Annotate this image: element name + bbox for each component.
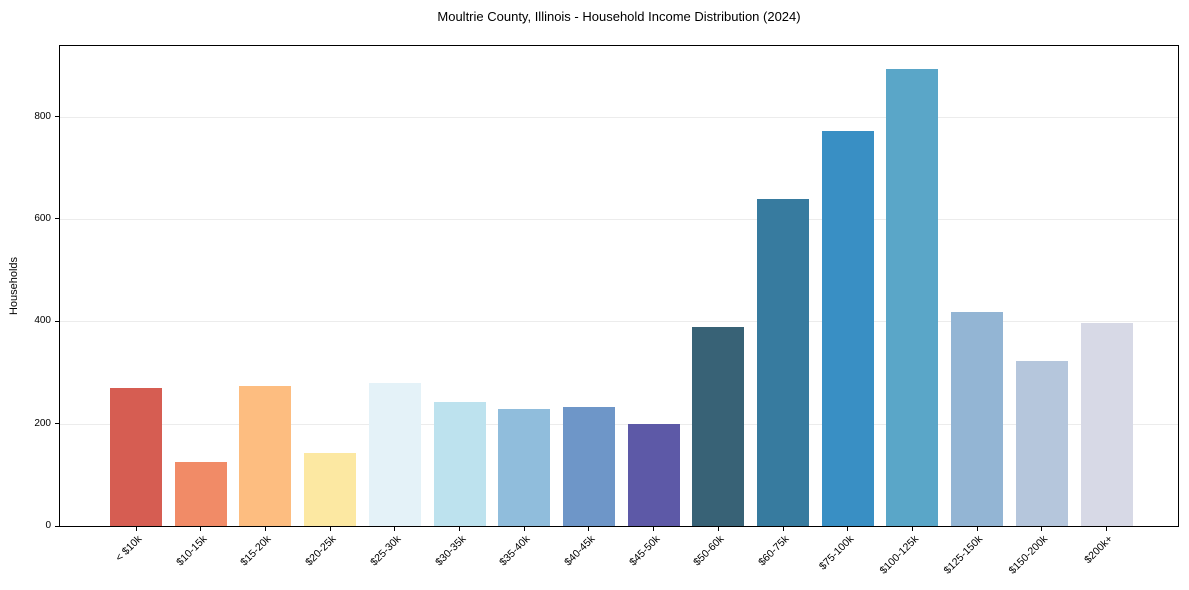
x-tick-45-50k [653,526,655,531]
y-axis-label: Households [8,256,20,316]
x-tick-label-text: $35-40k [497,533,533,569]
x-tick-25-30k [394,526,396,531]
x-tick-label-text: $50-60k [691,533,727,569]
y-tick-label-400: 400 [34,315,51,327]
x-tick-30-35k [459,526,460,531]
x-tick-label-text: < $10k [113,533,145,564]
x-tick-100-125k [911,526,913,531]
x-tick-150-200k [1041,526,1043,531]
bar-40-45k [562,407,615,526]
x-tick-label-text: $40-45k [562,533,598,569]
gridline-200 [60,423,1178,425]
bar-150-200k [1015,361,1068,526]
bar-45-50k [627,423,680,526]
y-tick-600 [55,218,60,220]
gridline-800 [60,116,1178,118]
y-tick-label-800: 800 [34,110,51,122]
x-tick-label-text: $15-20k [238,533,274,569]
y-tick-label-600: 600 [34,212,51,224]
x-tick-20-25k [329,526,331,531]
bar-20-25k [304,453,357,526]
x-tick-label-text: $25-30k [367,533,404,569]
x-tick-10k [135,526,137,531]
x-tick-label-text: $30-35k [432,533,468,569]
bar-15-20k [239,386,292,526]
x-tick-40-45k [588,526,590,531]
bar-60-75k [757,198,809,526]
x-tick-75-100k [847,526,849,531]
x-tick-label-text: $100-125k [877,533,921,577]
x-tick-35-40k [523,526,525,531]
bar-10k [110,387,162,526]
x-tick-label-text: $150-200k [1006,533,1051,577]
gridline-400 [60,321,1178,323]
x-tick-label-text: $10-15k [173,533,210,569]
x-tick-200k [1106,526,1107,531]
x-tick-label-text: $75-100k [816,533,857,573]
y-tick-800 [55,116,60,118]
bar-200k [1080,323,1133,526]
x-tick-15-20k [264,526,266,531]
x-tick-label-text: $45-50k [626,533,663,569]
x-tick-50-60k [717,526,719,531]
bar-50-60k [692,327,745,526]
x-tick-label-text: $200k+ [1081,533,1115,567]
bar-75-100k [821,130,874,526]
x-tick-label-text: $20-25k [303,533,339,569]
x-tick-60-75k [782,526,784,531]
bar-125-150k [951,311,1004,526]
bar-25-30k [368,383,421,526]
x-tick-125-150k [976,526,978,531]
y-tick-label-200: 200 [34,417,51,429]
y-tick-200 [55,423,60,425]
bar-30-35k [433,402,486,526]
y-tick-0 [55,525,60,527]
bar-35-40k [498,409,551,526]
y-tick-400 [55,320,60,322]
bar-100-125k [886,69,939,526]
gridline-600 [60,218,1178,220]
bar-10-15k [174,462,227,526]
x-tick-label-text: $125-150k [942,533,986,577]
x-tick-label-text: $60-75k [756,533,792,569]
y-tick-label-0: 0 [45,520,51,531]
chart-title: Moultrie County, Illinois - Household In… [437,9,801,24]
x-tick-10-15k [200,526,202,531]
plot-area: 0 200 400 600 800 < $10k $10-15k $15-20k $20-25k… [34,45,1179,577]
